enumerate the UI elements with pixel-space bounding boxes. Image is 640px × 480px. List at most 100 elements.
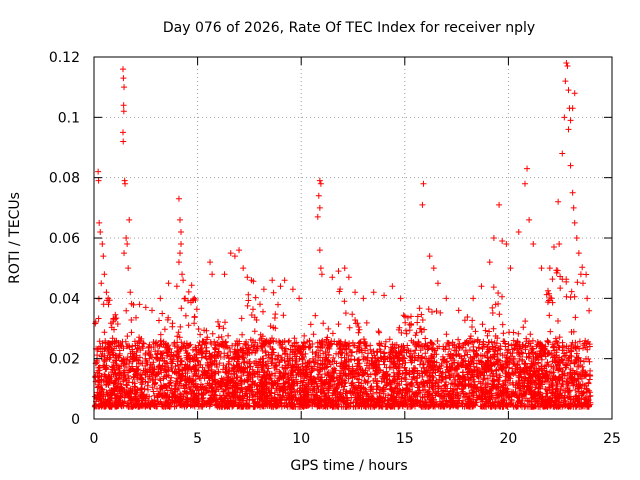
data-point (564, 63, 571, 70)
data-point (584, 295, 591, 302)
data-point (408, 313, 415, 320)
data-point (490, 235, 497, 241)
y-axis-label: ROTI / TECUs (7, 192, 23, 284)
data-point (370, 289, 377, 296)
data-point (563, 60, 570, 67)
data-point (530, 241, 537, 248)
data-point (526, 216, 533, 223)
data-point (149, 307, 156, 314)
data-point (240, 265, 247, 272)
data-point (157, 295, 164, 302)
data-point (281, 277, 288, 284)
data-point (569, 105, 576, 112)
data-point (389, 283, 396, 290)
data-point (95, 168, 102, 175)
data-point (571, 219, 578, 226)
data-point (121, 250, 128, 257)
x-axis-label: GPS time / hours (290, 458, 407, 474)
data-point (248, 277, 255, 284)
data-point (329, 274, 336, 281)
data-point (178, 228, 185, 235)
data-point (430, 265, 437, 272)
data-point (546, 265, 553, 272)
data-point (101, 271, 108, 278)
data-point (577, 271, 584, 278)
data-point (121, 84, 128, 91)
data-point (561, 114, 568, 121)
data-point (277, 283, 284, 290)
y-tick-labels: 0 0.02 0.04 0.06 0.08 0.1 0.12 (49, 50, 80, 428)
data-point (499, 238, 506, 245)
data-point (176, 250, 183, 257)
data-point (236, 247, 243, 254)
data-point (120, 75, 127, 82)
x-tick-labels: 0 5 10 15 20 25 (90, 431, 621, 447)
data-point (260, 286, 267, 293)
data-point (571, 90, 578, 97)
y-tick-label: 0.04 (49, 291, 80, 307)
roti-points-background (91, 264, 594, 410)
y-tick-label: 0.12 (49, 50, 80, 66)
x-tick-label: 15 (396, 431, 414, 447)
y-tick-label: 0.06 (49, 231, 80, 247)
data-point (569, 189, 576, 196)
data-point (136, 301, 143, 308)
data-point (125, 265, 132, 272)
data-point (550, 244, 557, 251)
data-point (120, 129, 127, 136)
data-point (120, 108, 127, 115)
data-point (455, 307, 462, 314)
data-point (142, 304, 149, 311)
data-point (575, 250, 582, 257)
x-tick-label: 0 (90, 431, 99, 447)
data-point (244, 274, 251, 281)
data-point (120, 66, 127, 73)
data-point (173, 283, 180, 290)
data-point (317, 180, 324, 187)
data-point (316, 247, 323, 254)
data-point (289, 286, 296, 293)
data-point (314, 213, 321, 220)
data-point (105, 301, 112, 308)
data-point (397, 295, 404, 302)
y-tick-label: 0.02 (49, 352, 80, 368)
data-point (296, 295, 303, 302)
data-point (97, 228, 104, 235)
data-point (341, 265, 348, 272)
data-point (221, 271, 228, 278)
data-point (538, 265, 545, 272)
data-point (120, 102, 127, 109)
data-point (179, 271, 186, 278)
data-point (100, 253, 107, 260)
data-point (496, 201, 503, 208)
x-tick-label: 5 (193, 431, 202, 447)
data-point (176, 216, 183, 223)
data-point (315, 192, 322, 199)
data-point (503, 241, 510, 248)
data-point (120, 138, 127, 145)
data-point (209, 271, 216, 278)
data-point (175, 259, 182, 266)
data-point (381, 292, 388, 299)
data-point (316, 204, 323, 211)
data-point (414, 319, 421, 326)
data-point (507, 265, 514, 272)
data-point (227, 250, 234, 257)
data-point (180, 277, 187, 284)
data-point (269, 277, 276, 284)
data-point (207, 259, 214, 266)
data-point (96, 219, 103, 226)
data-point (352, 289, 359, 296)
data-point (122, 180, 129, 187)
axis-ticks (93, 56, 613, 420)
data-point (515, 228, 522, 235)
data-point (98, 280, 105, 287)
data-point (562, 78, 569, 85)
data-point (126, 216, 133, 223)
chart-title: Day 076 of 2026, Rate Of TEC Index for r… (163, 20, 535, 36)
data-point (316, 177, 323, 184)
data-point (165, 280, 172, 287)
data-point (579, 280, 586, 287)
data-point (175, 195, 182, 202)
